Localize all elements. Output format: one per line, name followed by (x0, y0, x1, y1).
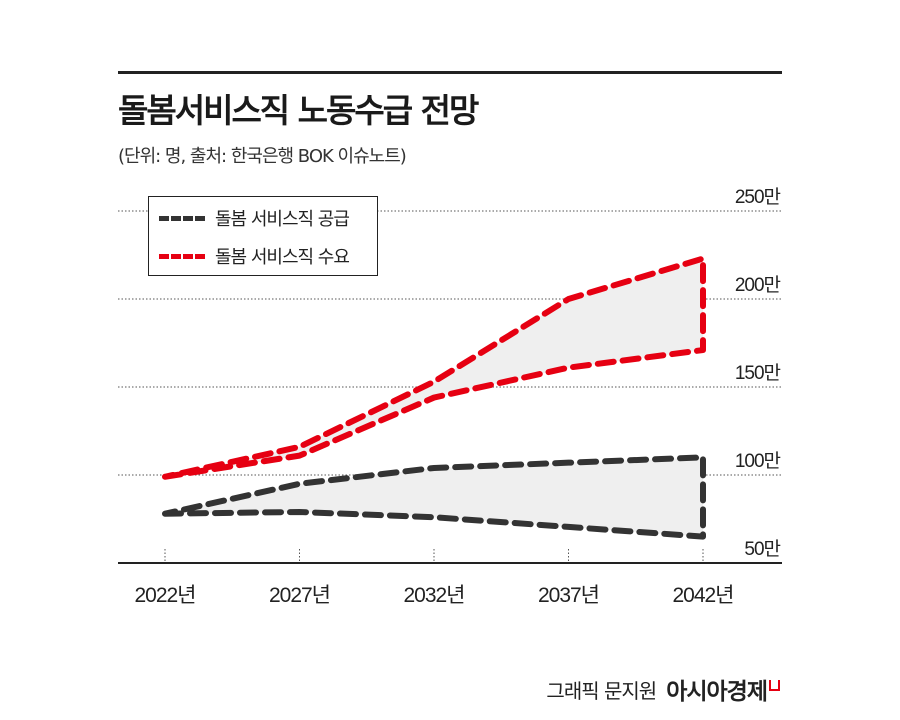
chart-title: 돌봄서비스직 노동수급 전망 (118, 91, 479, 130)
series-line-1 (162, 255, 706, 480)
chart-subtitle: (단위: 명, 출처: 한국은행 BOK 이슈노트) (118, 146, 407, 167)
y-tick-label: 200만 (735, 274, 781, 296)
credit: 그래픽 문지원 아시아경제 (546, 672, 780, 706)
brand-logo: 아시아경제 (666, 672, 780, 706)
legend-swatch-demand (159, 253, 205, 259)
x-tick-label: 2042년 (672, 584, 733, 607)
top-rule (118, 71, 782, 74)
y-tick-label: 50만 (744, 538, 780, 560)
series-line-0 (162, 454, 706, 540)
legend: 돌봄 서비스직 공급 돌봄 서비스직 수요 (148, 196, 378, 276)
brand-mark-icon (769, 680, 780, 691)
band-fill-0 (165, 457, 703, 537)
x-tick-label: 2037년 (538, 584, 599, 607)
x-tick-label: 2022년 (134, 584, 195, 607)
legend-swatch-supply (159, 215, 205, 221)
band-fill-1 (165, 258, 703, 477)
legend-label-demand: 돌봄 서비스직 수요 (215, 247, 350, 268)
y-tick-label: 150만 (735, 362, 781, 384)
y-tick-label: 250만 (735, 186, 781, 208)
x-tick-label: 2032년 (403, 584, 464, 607)
legend-label-supply: 돌봄 서비스직 공급 (215, 209, 350, 230)
legend-item-demand: 돌봄 서비스직 수요 (159, 243, 350, 269)
legend-item-supply: 돌봄 서비스직 공급 (159, 205, 350, 231)
x-tick-label: 2027년 (269, 584, 330, 607)
y-tick-label: 100만 (735, 450, 781, 472)
graphic-credit: 그래픽 문지원 (546, 678, 657, 703)
